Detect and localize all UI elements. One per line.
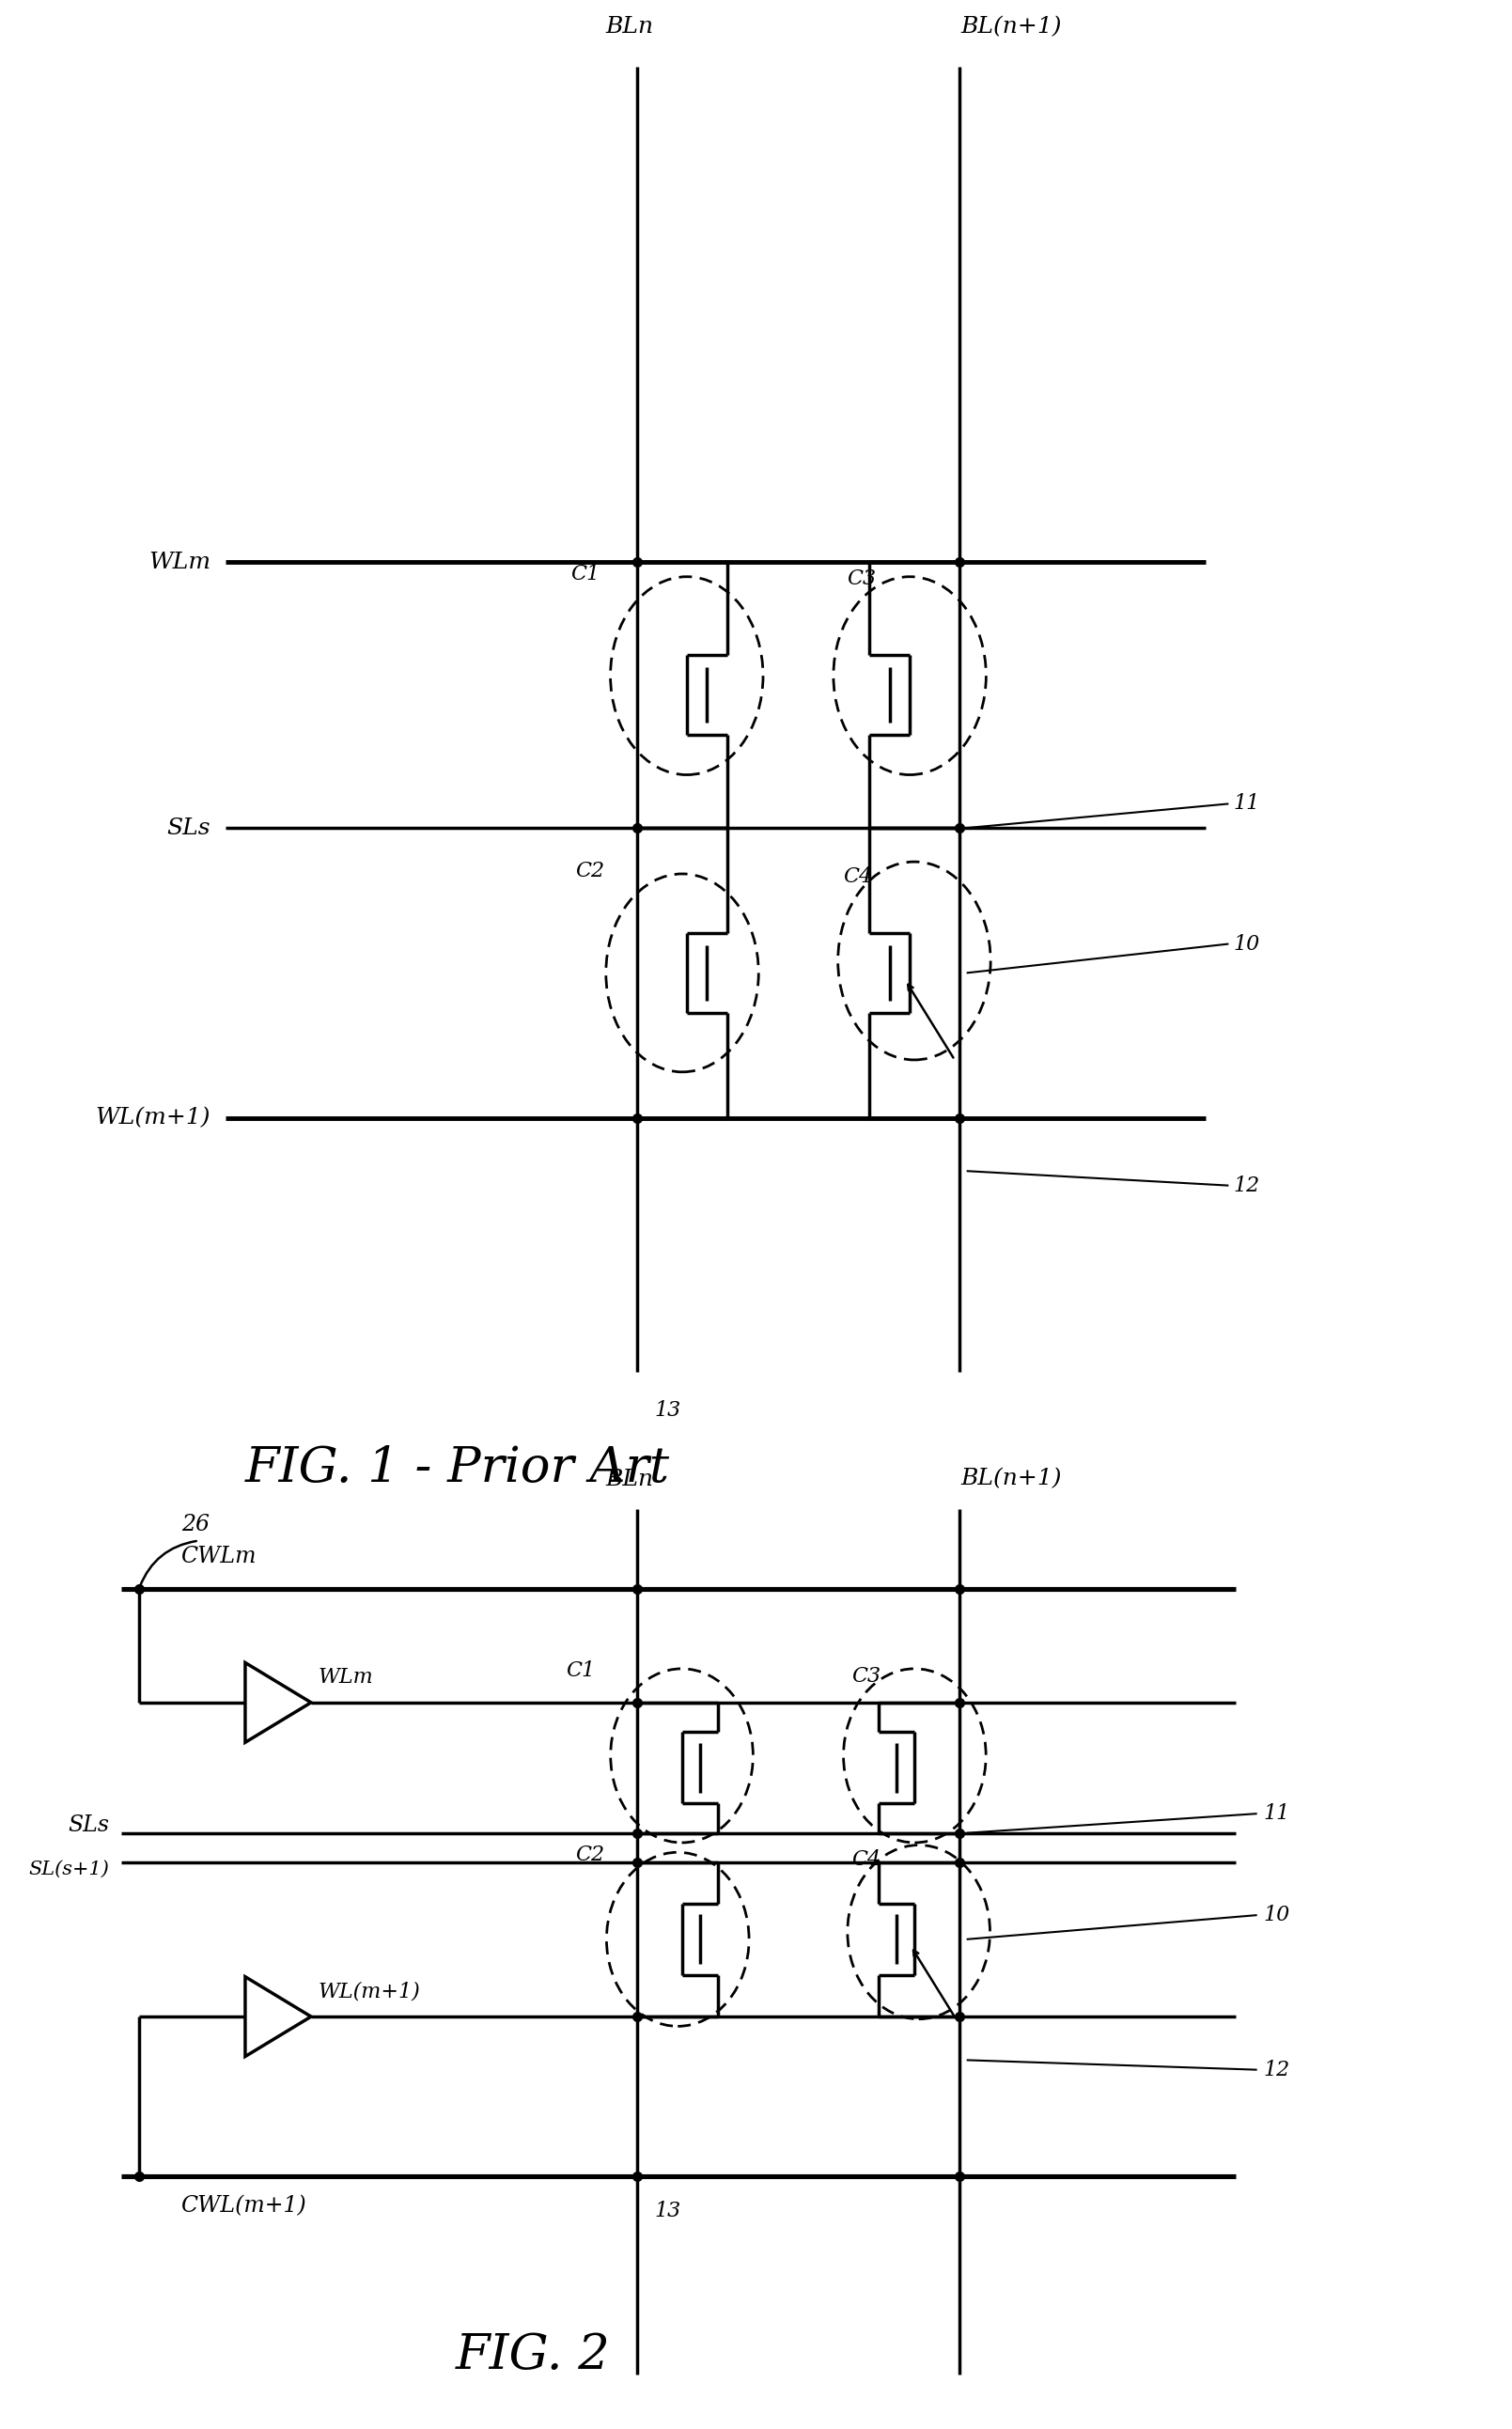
Text: C1: C1 (570, 564, 600, 585)
Text: SLs: SLs (68, 1814, 109, 1836)
Text: WL(m+1): WL(m+1) (319, 1982, 420, 2001)
Text: BLn: BLn (606, 1467, 653, 1489)
Text: C2: C2 (575, 862, 605, 882)
Text: SL(s+1): SL(s+1) (29, 1861, 109, 1878)
Text: SLs: SLs (166, 816, 210, 838)
Text: 13: 13 (655, 2201, 680, 2220)
Text: 12: 12 (1263, 2060, 1290, 2079)
Text: CWL(m+1): CWL(m+1) (181, 2196, 307, 2218)
Text: C2: C2 (575, 1844, 605, 1865)
Text: BL(n+1): BL(n+1) (962, 17, 1061, 39)
Text: 10: 10 (1263, 1904, 1290, 1926)
Text: C4: C4 (842, 865, 872, 887)
Text: 13: 13 (655, 1402, 680, 1421)
Text: 11: 11 (1263, 1802, 1290, 1824)
Text: C1: C1 (565, 1661, 596, 1681)
Text: 11: 11 (1234, 794, 1259, 814)
Text: 12: 12 (1234, 1176, 1259, 1195)
Text: C3: C3 (851, 1666, 881, 1686)
Text: C4: C4 (851, 1848, 881, 1870)
Text: 26: 26 (181, 1513, 210, 1535)
Text: 10: 10 (1234, 933, 1259, 955)
Text: WLm: WLm (148, 551, 210, 573)
Text: BLn: BLn (606, 17, 653, 39)
Text: CWLm: CWLm (181, 1545, 257, 1567)
Text: FIG. 2: FIG. 2 (455, 2332, 609, 2378)
Text: WL(m+1): WL(m+1) (95, 1108, 210, 1129)
Text: C3: C3 (847, 568, 877, 590)
Text: WLm: WLm (319, 1666, 373, 1688)
Text: BL(n+1): BL(n+1) (962, 1467, 1061, 1489)
Text: FIG. 1 - Prior Art: FIG. 1 - Prior Art (245, 1445, 670, 1491)
